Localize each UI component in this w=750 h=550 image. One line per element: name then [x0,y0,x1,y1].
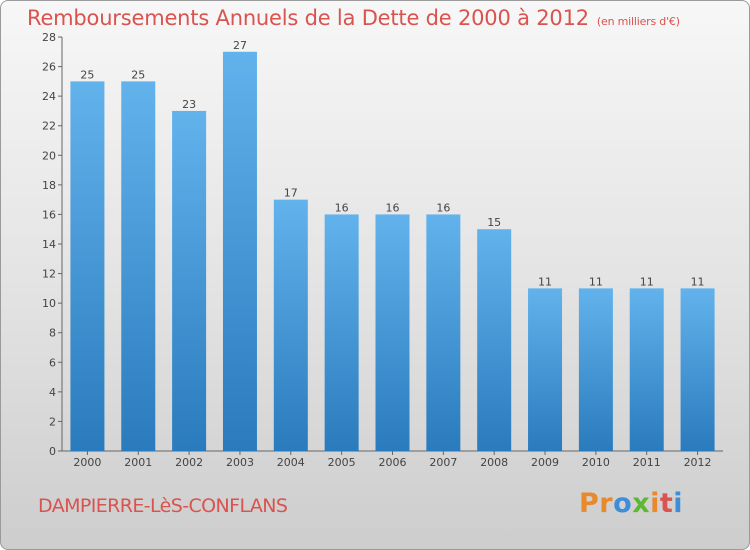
x-tick-label: 2008 [480,456,508,469]
bar-value-label: 11 [691,275,705,288]
x-tick-label: 2004 [277,456,305,469]
logo-letter: x [632,488,651,519]
x-tick-label: 2010 [582,456,610,469]
plot-area: 0246810121416182022242628252000252001232… [42,31,723,469]
chart-title-text: Remboursements Annuels de la Dette de 20… [27,6,589,30]
bar [121,81,156,451]
bar [324,214,359,451]
chart-unit: (en milliers d'€) [596,15,680,28]
x-tick-label: 2000 [73,456,101,469]
y-tick-label: 10 [42,297,56,310]
bar-value-label: 25 [80,68,94,81]
x-tick-label: 2005 [328,456,356,469]
y-tick-label: 2 [49,415,56,428]
x-tick-label: 2003 [226,456,254,469]
bar-value-label: 17 [284,187,298,200]
y-tick-label: 28 [42,31,56,44]
x-tick-label: 2009 [531,456,559,469]
y-tick-label: 0 [49,445,56,458]
y-tick-label: 26 [42,61,56,74]
x-tick-label: 2007 [429,456,457,469]
bar-value-label: 16 [335,201,349,214]
logo-letter: i [673,488,684,519]
y-tick-label: 4 [49,386,56,399]
bar-value-label: 16 [436,201,450,214]
bar-value-label: 16 [386,201,400,214]
bar [222,51,257,452]
bar [426,214,461,451]
y-tick-label: 6 [49,356,56,369]
x-tick-label: 2001 [124,456,152,469]
bar-value-label: 11 [589,275,603,288]
x-tick-label: 2012 [684,456,712,469]
logo-letter: P [579,488,600,519]
y-tick-label: 8 [49,327,56,340]
bar [578,288,613,451]
bar [273,199,308,451]
bar [172,110,207,451]
bar-value-label: 23 [182,98,196,111]
bar-value-label: 25 [131,68,145,81]
bar [375,214,410,451]
y-tick-label: 14 [42,238,56,251]
x-tick-label: 2002 [175,456,203,469]
bar [680,288,715,451]
chart-title: Remboursements Annuels de la Dette de 20… [27,6,680,30]
logo-letter: r [599,488,614,519]
bar [629,288,664,451]
y-tick-label: 24 [42,90,56,103]
bar [477,229,512,451]
y-tick-label: 12 [42,268,56,281]
bar-value-label: 11 [538,275,552,288]
town-name: DAMPIERRE-LèS-CONFLANS [38,495,288,517]
bar-value-label: 27 [233,39,247,52]
bar [70,81,105,451]
x-tick-label: 2006 [379,456,407,469]
y-tick-label: 16 [42,208,56,221]
y-tick-label: 18 [42,179,56,192]
bar [528,288,563,451]
proxiti-logo: Proxiti [579,488,683,519]
logo-letter: o [613,488,633,519]
logo-letter: t [659,488,674,519]
bar-value-label: 11 [640,275,654,288]
y-tick-label: 22 [42,120,56,133]
bar-value-label: 15 [487,216,501,229]
y-tick-label: 20 [42,149,56,162]
logo-letter: i [650,488,660,519]
x-tick-label: 2011 [633,456,661,469]
